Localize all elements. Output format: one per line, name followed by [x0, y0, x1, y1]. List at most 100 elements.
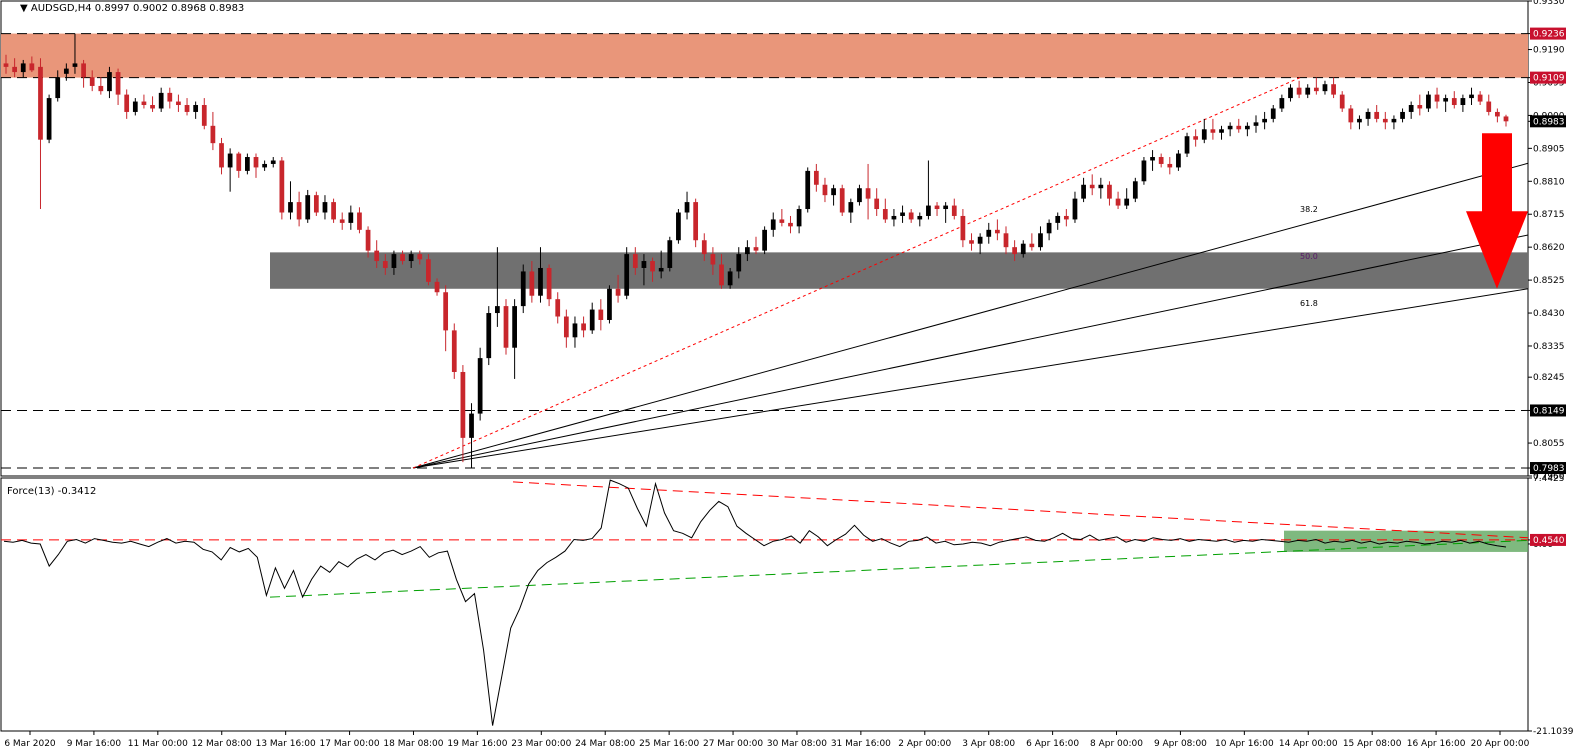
candle-body	[857, 188, 862, 203]
x-axis-label: 17 Mar 00:00	[320, 739, 380, 749]
candle-body	[469, 413, 474, 438]
candle-body	[451, 330, 457, 372]
candle-body	[1279, 98, 1285, 109]
candle-body	[1374, 111, 1380, 119]
candle-body	[1408, 105, 1414, 112]
candle-body	[589, 309, 595, 331]
indicator-panel-border	[0, 477, 1529, 732]
candle-body	[1107, 184, 1112, 199]
candle-body	[20, 63, 26, 73]
candle-body	[1184, 136, 1190, 154]
candle-body	[1020, 243, 1026, 255]
candle-body	[770, 219, 776, 230]
candle-body	[288, 202, 293, 213]
price-axis-label: 0.8620	[1533, 243, 1565, 253]
candle-body	[1236, 125, 1242, 130]
price-label-text: 0.7983	[1533, 464, 1565, 474]
candle-body	[753, 247, 759, 251]
x-axis-label: 2 Apr 00:00	[898, 739, 951, 749]
candle-body	[693, 202, 699, 241]
candle-body	[1089, 184, 1095, 189]
x-axis-label: 15 Apr 08:00	[1343, 739, 1402, 749]
candle-body	[882, 209, 888, 220]
force-level-label-text: 0.4540	[1533, 536, 1565, 546]
candle-body	[1115, 198, 1121, 206]
candle-body	[400, 254, 405, 262]
candle-body	[779, 219, 785, 223]
price-label-text: 0.8149	[1533, 406, 1565, 416]
price-axis-label: 0.8525	[1533, 276, 1565, 286]
candle-body	[1055, 215, 1061, 223]
price-axis-label: 0.8430	[1533, 309, 1565, 319]
candle-body	[477, 358, 483, 414]
force-axis-label: 7.4425	[1533, 474, 1565, 484]
x-axis-label: 10 Apr 16:00	[1215, 739, 1274, 749]
fib-fan-line	[412, 288, 1529, 469]
candle-body	[12, 66, 17, 73]
candle-body	[1219, 129, 1224, 133]
candle-body	[1486, 101, 1492, 112]
candle-body	[63, 68, 69, 74]
price-label-box	[1530, 27, 1566, 40]
force-green-trendline	[269, 539, 1529, 598]
candle-body	[270, 160, 276, 164]
fib-fan-label: 50.0	[1300, 252, 1318, 261]
candle-body	[986, 229, 992, 237]
price-label-box	[1530, 462, 1566, 475]
candle-body	[641, 261, 647, 268]
candle-body	[624, 254, 630, 296]
candle-body	[1081, 184, 1086, 199]
fib-fan-label: 38.2	[1300, 205, 1318, 214]
candle-body	[408, 254, 414, 262]
candle-body	[1210, 129, 1216, 133]
candle-body	[210, 125, 216, 144]
candle-body	[1400, 111, 1405, 119]
candle-body	[1038, 233, 1043, 248]
candle-body	[391, 254, 397, 268]
candle-body	[1503, 116, 1509, 122]
price-label-text: 0.9109	[1533, 74, 1565, 84]
candle-body	[555, 299, 561, 317]
candle-body	[684, 202, 690, 213]
price-axis-label: 0.8245	[1533, 373, 1565, 383]
candle-body	[1451, 98, 1457, 106]
candle-body	[563, 316, 569, 338]
candle-body	[236, 153, 242, 171]
candle-body	[1443, 98, 1449, 102]
candle-body	[443, 292, 449, 331]
candle-body	[331, 202, 336, 220]
candle-body	[632, 254, 638, 268]
x-axis-label: 12 Mar 08:00	[192, 739, 252, 749]
dropdown-triangle-icon[interactable]: ▼	[20, 3, 28, 14]
candle-body	[926, 205, 931, 216]
candle-body	[1201, 129, 1207, 140]
price-axis-label: 0.7960	[1533, 472, 1565, 482]
x-axis-label: 8 Apr 00:00	[1090, 739, 1143, 749]
candle-body	[495, 306, 500, 314]
candle-body	[977, 236, 983, 244]
candle-body	[1098, 184, 1104, 189]
candle-body	[762, 229, 767, 251]
candle-body	[1270, 108, 1276, 119]
candle-body	[219, 143, 224, 168]
price-axis-label: 0.8715	[1533, 210, 1565, 220]
x-axis-label: 9 Mar 16:00	[67, 739, 122, 749]
candle-body	[658, 267, 664, 272]
candle-body	[727, 271, 733, 286]
x-axis-label: 11 Mar 00:00	[128, 739, 188, 749]
candle-body	[1141, 160, 1147, 182]
price-axis-label: 0.8335	[1533, 342, 1565, 352]
candle-body	[736, 254, 742, 272]
price-axis-label: 0.9330	[1533, 0, 1565, 7]
candle-body	[201, 105, 207, 126]
candle-body	[1460, 98, 1466, 106]
x-axis-label: 24 Mar 08:00	[575, 739, 635, 749]
candle-body	[1469, 94, 1474, 99]
candle-body	[1012, 247, 1017, 255]
candle-body	[1495, 111, 1500, 117]
fib-fan-line	[412, 162, 1529, 469]
candle-body	[426, 259, 431, 282]
candle-body	[357, 212, 362, 230]
fib-fan-line	[412, 234, 1529, 469]
candle-body	[29, 63, 35, 71]
